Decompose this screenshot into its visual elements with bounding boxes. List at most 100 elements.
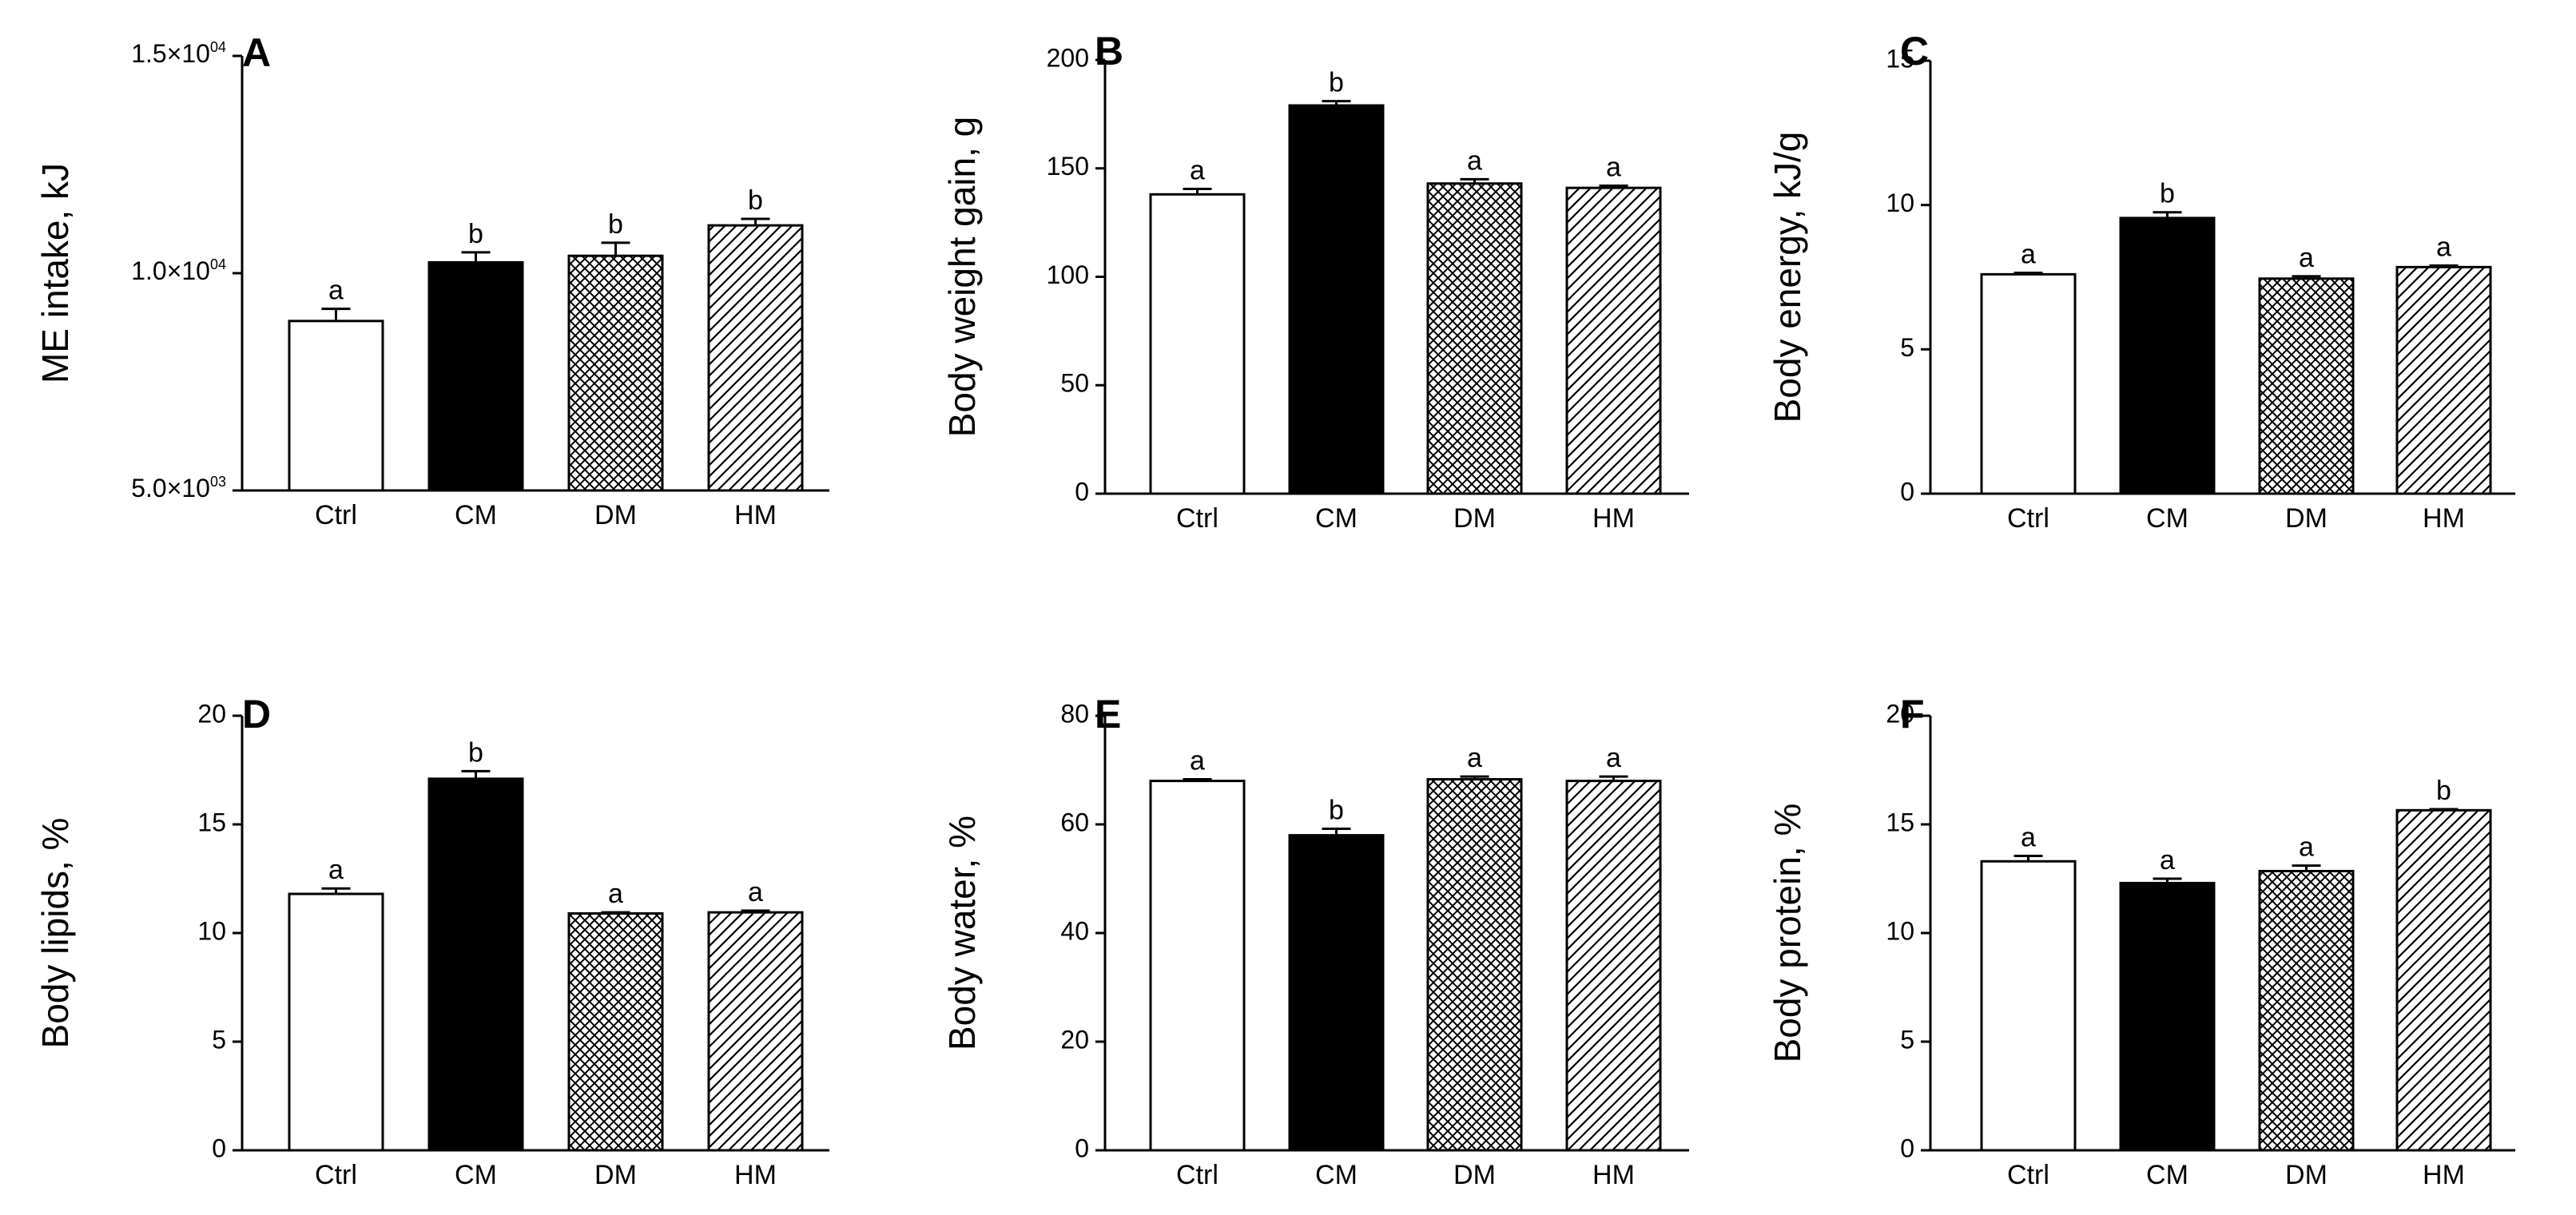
x-category-label-cm: CM — [1315, 1160, 1358, 1190]
bar-ctrl — [288, 892, 384, 1152]
panel-f: F 0 5 10 15 20 Body protein, % a Ctrl a CM a DM b HM — [1767, 692, 2515, 1190]
y-tick-label: 1.5×1004 — [131, 39, 226, 69]
panel-b: B 0 50 100 150 200 Body weight gain, g a Ctrl b CM… — [941, 29, 1689, 534]
significance-label-hm: a — [1606, 152, 1621, 182]
significance-label-ctrl: a — [1190, 746, 1205, 776]
x-category-label-hm: HM — [2423, 1160, 2465, 1190]
x-category-label-dm: DM — [1453, 1160, 1496, 1190]
y-axis-title: Body lipids, % — [34, 818, 76, 1049]
y-tick-label: 5 — [1900, 1025, 1914, 1054]
y-tick-label: 0 — [1075, 1134, 1089, 1162]
y-tick-label: 80 — [1060, 699, 1089, 728]
y-tick-label: 5 — [212, 1025, 226, 1054]
y-tick-label: 100 — [1047, 260, 1089, 289]
x-category-label-dm: DM — [1453, 503, 1496, 534]
x-category-label-hm: HM — [1592, 503, 1635, 534]
y-tick-label: 15 — [1886, 808, 1914, 836]
bar-cm — [2119, 881, 2216, 1152]
y-tick-label: 20 — [1886, 699, 1914, 728]
x-category-label-cm: CM — [455, 1160, 497, 1190]
x-category-label-hm: HM — [1592, 1160, 1635, 1190]
y-tick-label: 20 — [1060, 1025, 1089, 1054]
panel-letter: C — [1900, 29, 1929, 73]
bar-dm — [1426, 182, 1523, 495]
y-axis-title: Body weight gain, g — [941, 117, 983, 438]
significance-label-cm: b — [468, 737, 483, 768]
y-tick-label: 0 — [1900, 1134, 1914, 1162]
x-category-label-dm: DM — [594, 1160, 637, 1190]
bar-ctrl — [1149, 780, 1246, 1152]
significance-label-hm: b — [2436, 776, 2451, 806]
y-axis-title: Body energy, kJ/g — [1767, 132, 1808, 423]
x-category-label-ctrl: Ctrl — [1176, 503, 1218, 534]
bar-cm — [427, 777, 524, 1152]
significance-label-dm: b — [608, 209, 623, 240]
significance-label-ctrl: a — [2021, 822, 2036, 852]
panel-letter: A — [242, 30, 271, 75]
x-category-label-ctrl: Ctrl — [2007, 503, 2049, 534]
x-category-label-cm: CM — [1315, 503, 1358, 534]
y-tick-label: 5 — [1900, 333, 1914, 362]
panel-letter: E — [1095, 692, 1121, 737]
y-axis-title: ME intake, kJ — [34, 163, 76, 383]
x-category-label-dm: DM — [2285, 1160, 2328, 1190]
significance-label-cm: b — [2160, 179, 2175, 209]
x-category-label-dm: DM — [594, 500, 637, 530]
y-tick-label: 200 — [1047, 43, 1089, 72]
bar-cm — [1288, 104, 1385, 495]
significance-label-hm: a — [2436, 232, 2451, 263]
y-tick-label: 5.0×1003 — [131, 474, 226, 503]
bar-ctrl — [1980, 272, 2077, 495]
x-category-label-ctrl: Ctrl — [315, 1160, 357, 1190]
significance-label-hm: a — [748, 877, 763, 907]
significance-label-dm: a — [1467, 145, 1482, 176]
y-tick-label: 10 — [197, 916, 226, 945]
y-tick-label: 0 — [212, 1134, 226, 1162]
x-category-label-hm: HM — [734, 500, 777, 530]
y-tick-label: 10 — [1886, 189, 1914, 217]
panel-a: A 5.0×1003 1.0×1004 1.5×1004 ME intake, kJ a C… — [34, 30, 829, 530]
significance-label-dm: a — [608, 879, 623, 909]
bar-ctrl — [1149, 193, 1246, 495]
y-axis-title: Body protein, % — [1767, 804, 1808, 1063]
bar-hm — [2395, 808, 2492, 1152]
panel-c: C 0 5 10 15 Body energy, kJ/g a Ctrl b CM a DM a HM — [1767, 29, 2515, 534]
significance-label-dm: a — [1467, 743, 1482, 773]
y-tick-label: 0 — [1075, 477, 1089, 506]
significance-label-dm: a — [2299, 243, 2314, 273]
bar-ctrl — [1980, 860, 2077, 1152]
bar-dm — [567, 912, 664, 1152]
x-category-label-cm: CM — [2146, 1160, 2188, 1190]
bar-ctrl — [288, 320, 384, 492]
significance-label-hm: b — [748, 185, 763, 216]
significance-label-cm: b — [468, 219, 483, 249]
y-tick-label: 50 — [1060, 369, 1089, 398]
x-category-label-dm: DM — [2285, 503, 2328, 534]
significance-label-cm: a — [2160, 845, 2175, 876]
x-category-label-hm: HM — [2423, 503, 2465, 534]
y-tick-label: 15 — [1886, 44, 1914, 73]
y-tick-label: 20 — [197, 699, 226, 728]
bar-hm — [707, 224, 804, 492]
y-tick-label: 150 — [1047, 152, 1089, 181]
bar-hm — [707, 911, 804, 1152]
y-tick-label: 40 — [1060, 916, 1089, 945]
panel-letter: B — [1095, 29, 1123, 73]
x-category-label-ctrl: Ctrl — [2007, 1160, 2049, 1190]
x-category-label-cm: CM — [2146, 503, 2188, 534]
y-tick-label: 60 — [1060, 808, 1089, 836]
panel-d: D 0 5 10 15 20 Body lipids, % a Ctrl b CM a DM a HM — [34, 692, 829, 1190]
significance-label-hm: a — [1606, 743, 1621, 773]
bar-dm — [2258, 277, 2355, 495]
bar-hm — [2395, 265, 2492, 495]
bar-cm — [1288, 834, 1385, 1152]
panel-letter: D — [242, 692, 271, 737]
bar-cm — [427, 260, 524, 492]
significance-label-cm: b — [1329, 795, 1344, 825]
significance-label-dm: a — [2299, 832, 2314, 863]
panel-letter: F — [1900, 692, 1925, 737]
x-category-label-cm: CM — [455, 500, 497, 530]
y-tick-label: 0 — [1900, 477, 1914, 506]
bar-dm — [1426, 778, 1523, 1152]
